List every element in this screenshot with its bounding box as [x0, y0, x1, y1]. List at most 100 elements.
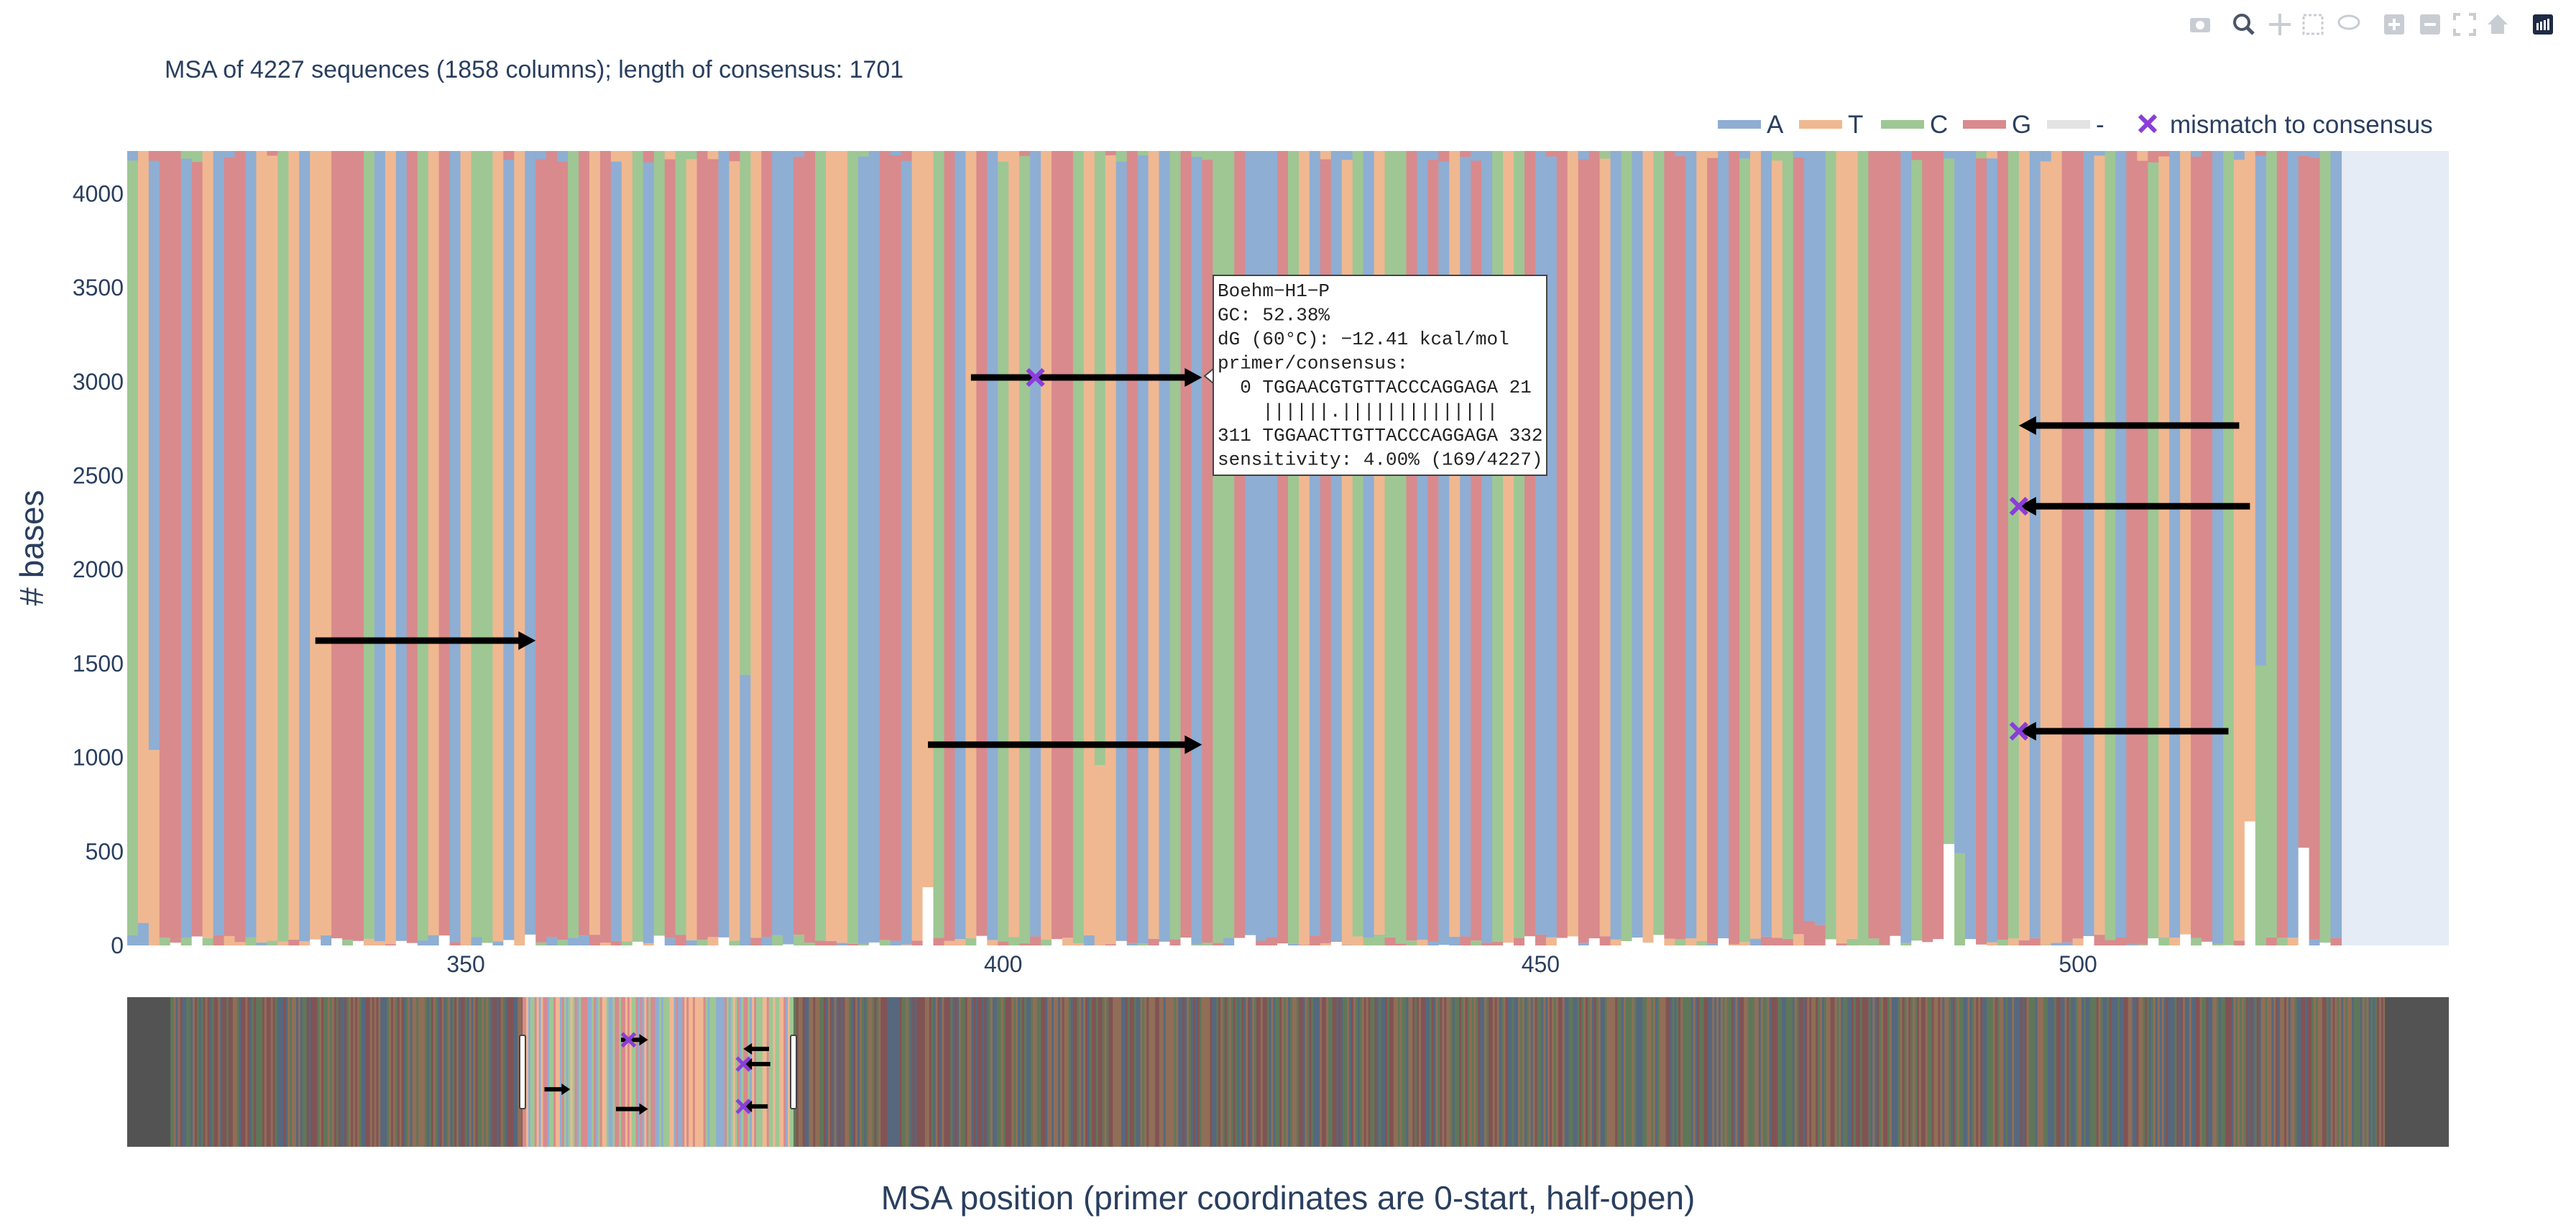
bar-consensus[interactable] [224, 151, 236, 936]
bar-minor[interactable] [589, 935, 601, 945]
bar-minor[interactable] [2018, 940, 2030, 945]
bar-minor[interactable] [1427, 941, 1439, 945]
bar-minor[interactable] [546, 936, 558, 945]
bar-minor[interactable] [1137, 943, 1149, 945]
bar-minor[interactable] [1223, 938, 1235, 945]
bar-minor[interactable] [234, 942, 247, 945]
bar-consensus[interactable] [825, 151, 837, 941]
bar-minor[interactable] [170, 943, 182, 945]
bar-consensus[interactable] [256, 151, 267, 943]
autoscale-icon[interactable] [2452, 12, 2478, 37]
bar-minor[interactable] [879, 940, 891, 945]
bar-minor[interactable] [202, 938, 214, 945]
bar-consensus[interactable] [610, 151, 622, 941]
bar-consensus[interactable] [1900, 151, 1912, 943]
bar-consensus[interactable] [664, 151, 676, 938]
bar-minor[interactable] [653, 935, 666, 945]
zoom-icon[interactable] [2231, 12, 2257, 37]
legend-item[interactable]: T [1799, 111, 1863, 139]
bar-consensus[interactable] [137, 151, 150, 923]
bar-minor[interactable] [385, 944, 397, 945]
bar-minor[interactable] [1610, 939, 1622, 945]
bar-consensus[interactable] [2007, 151, 2020, 939]
legend-item[interactable]: C [1881, 111, 1948, 139]
bar-minor[interactable] [1514, 938, 1525, 945]
bar-consensus[interactable] [1642, 151, 1655, 943]
bar-minor[interactable] [1718, 938, 1729, 945]
bar-minor[interactable] [750, 938, 762, 945]
bar-minor[interactable] [417, 940, 429, 945]
bar-consensus[interactable] [1191, 151, 1202, 945]
bar-consensus[interactable] [1406, 151, 1418, 941]
bar-consensus[interactable] [772, 151, 783, 935]
bar-minor[interactable] [1180, 938, 1192, 945]
bar-minor[interactable] [825, 940, 837, 945]
bar-consensus[interactable] [1384, 151, 1397, 938]
bar-consensus[interactable] [525, 151, 536, 935]
bar-minor[interactable] [1675, 939, 1686, 945]
bar-minor[interactable] [1449, 936, 1460, 945]
bar-minor[interactable] [1696, 940, 1708, 945]
bar-consensus[interactable] [1030, 151, 1041, 937]
bar-minor[interactable] [1094, 765, 1106, 945]
bar-consensus[interactable] [1685, 151, 1697, 939]
lasso-icon[interactable] [2336, 12, 2362, 37]
bar-minor[interactable] [1954, 853, 1966, 945]
bar-consensus[interactable] [987, 151, 998, 940]
bar-consensus[interactable] [1836, 151, 1848, 944]
bar-minor[interactable] [1750, 938, 1762, 945]
bar-minor[interactable] [1632, 938, 1644, 945]
bar-minor[interactable] [1320, 943, 1332, 945]
primer-forward[interactable] [928, 735, 1202, 754]
bar-consensus[interactable] [471, 151, 483, 938]
bar-consensus[interactable] [1137, 151, 1149, 944]
primer-reverse[interactable] [2018, 416, 2240, 435]
bar-minor[interactable] [987, 940, 998, 945]
bar-consensus[interactable] [1503, 151, 1514, 943]
bar-consensus[interactable] [1976, 151, 1987, 945]
bar-consensus[interactable] [1954, 151, 1966, 853]
bar-minor[interactable] [933, 938, 945, 945]
bar-consensus[interactable] [1449, 151, 1460, 937]
bar-consensus[interactable] [1718, 151, 1729, 939]
bar-minor[interactable] [1986, 942, 1998, 945]
bar-consensus[interactable] [1352, 151, 1364, 937]
bar-consensus[interactable] [2287, 151, 2299, 938]
bar-consensus[interactable] [2137, 151, 2148, 945]
bar-consensus[interactable] [1298, 151, 1310, 945]
bar-consensus[interactable] [2233, 151, 2245, 941]
primer-reverse[interactable] [2009, 496, 2250, 516]
bar-minor[interactable] [1363, 938, 1375, 945]
bar-minor[interactable] [772, 935, 783, 945]
bar-minor[interactable] [868, 942, 880, 945]
bar-consensus[interactable] [2276, 151, 2288, 938]
bar-consensus[interactable] [363, 151, 375, 939]
bar-minor[interactable] [2083, 935, 2095, 945]
bar-consensus[interactable] [965, 151, 977, 939]
bar-consensus[interactable] [1857, 151, 1869, 945]
bar-consensus[interactable] [1159, 151, 1171, 942]
bar-minor[interactable] [2169, 938, 2181, 945]
bar-minor[interactable] [482, 943, 494, 945]
bar-minor[interactable] [1052, 939, 1063, 945]
bar-minor[interactable] [664, 938, 676, 945]
bar-consensus[interactable] [1567, 151, 1579, 937]
bar-consensus[interactable] [718, 151, 730, 938]
bar-minor[interactable] [1535, 934, 1547, 945]
bar-consensus[interactable] [1169, 151, 1182, 940]
bar-minor[interactable] [180, 938, 193, 945]
bar-minor[interactable] [2094, 935, 2106, 945]
bar-consensus[interactable] [621, 151, 633, 942]
bar-minor[interactable] [2191, 938, 2202, 945]
bar-consensus[interactable] [1062, 151, 1074, 938]
bar-consensus[interactable] [2148, 151, 2159, 939]
bar-consensus[interactable] [1116, 151, 1128, 941]
bar-consensus[interactable] [1556, 151, 1568, 938]
bar-consensus[interactable] [1072, 151, 1085, 944]
bar-minor[interactable] [1116, 940, 1128, 945]
bar-minor[interactable] [224, 935, 236, 945]
bar-minor[interactable] [1933, 939, 1944, 945]
bar-consensus[interactable] [127, 151, 139, 935]
bar-minor[interactable] [2180, 934, 2191, 945]
bar-minor[interactable] [256, 942, 267, 945]
